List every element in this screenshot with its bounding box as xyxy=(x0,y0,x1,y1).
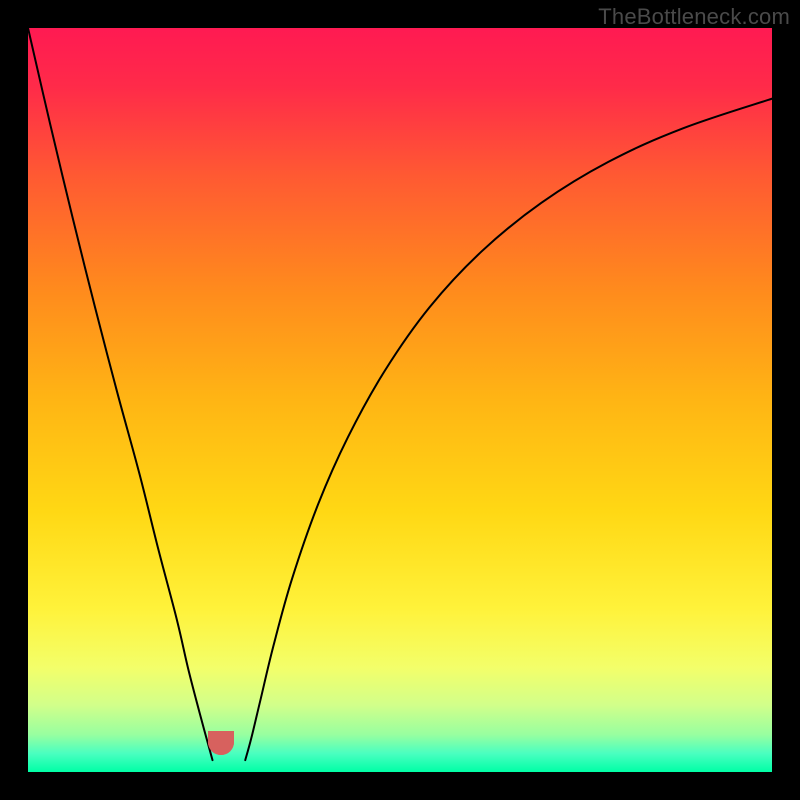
bottleneck-curve xyxy=(28,28,772,772)
plot-area xyxy=(28,28,772,772)
bottleneck-curve-right-branch xyxy=(245,99,772,760)
optimal-range-marker xyxy=(208,731,234,754)
bottleneck-curve-left-branch xyxy=(28,28,213,760)
watermark-text: TheBottleneck.com xyxy=(598,4,790,30)
